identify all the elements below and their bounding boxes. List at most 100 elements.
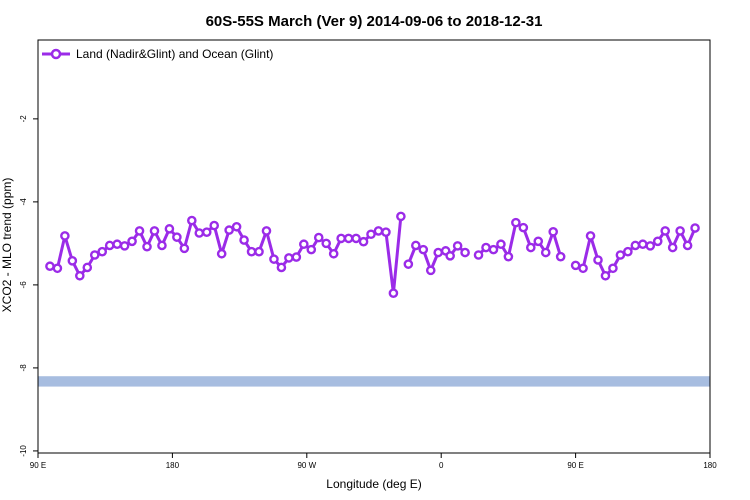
x-tick-label: 90 E xyxy=(567,461,583,470)
x-axis: 90 E 180 90 W 0 90 E 180 xyxy=(30,453,717,470)
data-point xyxy=(231,221,242,232)
data-point xyxy=(585,231,596,241)
legend-label: Land (Nadir&Glint) and Ocean (Glint) xyxy=(76,47,273,61)
data-point xyxy=(623,246,633,257)
data-point xyxy=(403,259,414,269)
data-point xyxy=(75,270,85,281)
data-point xyxy=(473,250,484,260)
data-point xyxy=(67,256,78,266)
data-point xyxy=(179,243,190,254)
reference-band xyxy=(38,376,710,387)
data-point xyxy=(418,244,429,255)
data-point xyxy=(119,241,130,251)
y-tick-label: -6 xyxy=(19,281,28,289)
series-layer xyxy=(45,211,700,298)
data-point xyxy=(336,233,346,244)
data-point xyxy=(164,224,175,234)
data-point xyxy=(667,242,678,253)
data-point xyxy=(600,270,611,281)
legend: Land (Nadir&Glint) and Ocean (Glint) xyxy=(42,47,273,61)
data-point xyxy=(216,248,227,259)
data-point xyxy=(396,211,406,222)
data-point xyxy=(555,251,566,262)
data-point xyxy=(269,254,279,264)
y-tick-label: -2 xyxy=(19,115,28,123)
data-point xyxy=(254,246,264,257)
data-point xyxy=(638,239,648,250)
y-tick-label: -4 xyxy=(19,198,28,206)
data-point xyxy=(172,232,182,242)
chart-title: 60S-55S March (Ver 9) 2014-09-06 to 2018… xyxy=(206,13,543,30)
data-point xyxy=(645,241,656,251)
data-point xyxy=(127,236,137,247)
data-point xyxy=(201,227,212,237)
data-point xyxy=(540,247,551,258)
x-tick-label: 0 xyxy=(439,461,444,470)
band-layer xyxy=(38,376,710,387)
data-point xyxy=(97,246,108,257)
data-point xyxy=(615,250,626,260)
data-point xyxy=(366,229,376,240)
data-point xyxy=(52,263,63,274)
data-point xyxy=(660,226,671,236)
x-axis-label: Longitude (deg E) xyxy=(326,477,421,491)
data-point xyxy=(134,226,145,236)
data-point xyxy=(652,236,663,247)
data-point xyxy=(690,223,700,233)
data-point xyxy=(239,235,249,245)
data-point xyxy=(425,265,436,276)
data-point xyxy=(373,226,384,236)
data-point xyxy=(518,222,529,233)
data-point xyxy=(526,242,536,253)
data-point xyxy=(675,226,685,236)
data-point xyxy=(45,261,55,272)
data-point xyxy=(481,242,491,253)
data-point xyxy=(291,252,302,262)
data-point xyxy=(343,233,354,244)
data-point xyxy=(89,250,100,260)
data-point xyxy=(209,220,220,231)
data-point xyxy=(224,225,234,235)
data-point xyxy=(351,233,361,244)
data-point xyxy=(313,232,324,243)
data-point xyxy=(548,226,559,237)
data-point xyxy=(445,251,455,261)
data-point xyxy=(261,226,272,236)
data-point xyxy=(682,240,693,251)
data-point xyxy=(358,236,369,247)
data-point xyxy=(157,240,167,251)
data-point xyxy=(149,226,160,236)
data-point xyxy=(630,240,641,251)
x-tick-label: 180 xyxy=(703,461,717,470)
data-point xyxy=(60,231,70,241)
x-tick-label: 90 E xyxy=(30,461,46,470)
data-point xyxy=(112,239,122,250)
data-point xyxy=(433,247,444,258)
data-point xyxy=(452,241,463,251)
data-point xyxy=(411,240,421,251)
y-tick-label: -8 xyxy=(19,364,28,372)
data-point xyxy=(104,240,115,251)
data-point xyxy=(608,263,618,274)
x-tick-label: 90 W xyxy=(297,461,316,470)
data-point xyxy=(299,239,309,250)
data-point xyxy=(533,236,544,247)
data-point xyxy=(593,255,603,265)
data-point xyxy=(306,244,317,255)
x-tick-label: 180 xyxy=(166,461,180,470)
y-axis: -10 -8 -6 -4 -2 xyxy=(19,115,38,457)
legend-marker xyxy=(50,48,62,60)
data-point xyxy=(511,217,521,228)
data-point xyxy=(328,248,339,259)
y-tick-label: -10 xyxy=(19,445,28,457)
data-point xyxy=(276,262,287,273)
data-point xyxy=(321,238,332,249)
data-point xyxy=(578,263,588,274)
data-point xyxy=(460,247,470,258)
data-point xyxy=(503,251,514,262)
plot-frame xyxy=(37,39,711,454)
data-point xyxy=(388,288,399,298)
data-point xyxy=(284,253,294,263)
data-point xyxy=(488,244,499,255)
